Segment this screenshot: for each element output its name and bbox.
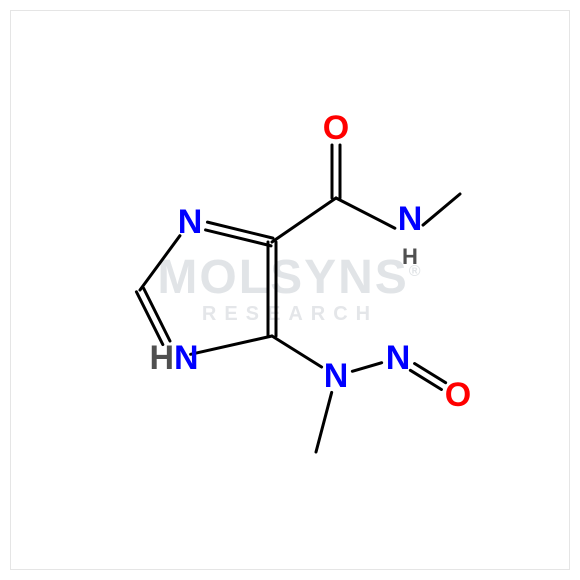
atom-n-nitroso: N xyxy=(386,341,411,375)
atom-o-right: O xyxy=(445,378,471,412)
atom-o-top: O xyxy=(323,111,349,145)
atom-hn-left: HN xyxy=(149,341,198,375)
atom-nh-right: N H xyxy=(398,202,423,270)
atom-n-left: N xyxy=(178,205,203,239)
molecule-diagram xyxy=(0,0,580,580)
atom-n-center: N xyxy=(324,359,349,393)
